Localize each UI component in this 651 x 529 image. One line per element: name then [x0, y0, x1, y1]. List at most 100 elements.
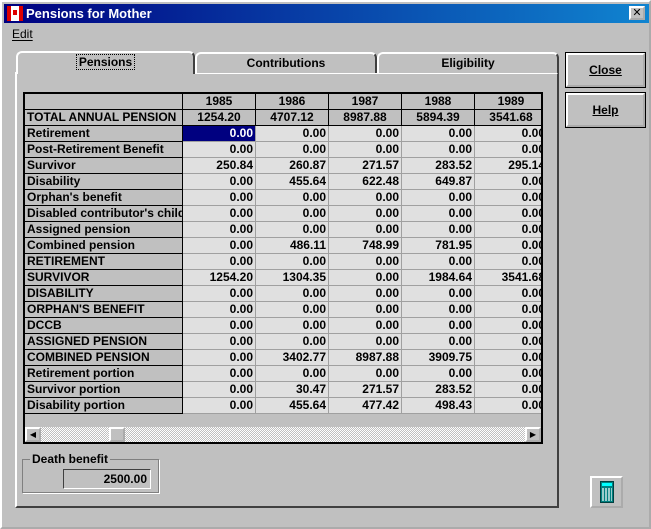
value-cell[interactable]: 0.00 — [475, 382, 541, 398]
year-header[interactable]: 1985 — [183, 94, 256, 110]
value-cell[interactable]: 0.00 — [329, 334, 402, 350]
value-cell[interactable]: 0.00 — [183, 126, 256, 142]
value-cell[interactable]: 0.00 — [183, 190, 256, 206]
value-cell[interactable]: 0.00 — [402, 126, 475, 142]
value-cell[interactable]: 0.00 — [329, 366, 402, 382]
value-cell[interactable]: 0.00 — [402, 190, 475, 206]
value-cell[interactable]: 0.00 — [402, 366, 475, 382]
value-cell[interactable]: 0.00 — [256, 334, 329, 350]
value-cell[interactable]: 1254.20 — [183, 270, 256, 286]
value-cell[interactable]: 0.00 — [329, 190, 402, 206]
value-cell[interactable]: 0.00 — [183, 350, 256, 366]
scroll-left-button[interactable]: ◀ — [25, 427, 41, 442]
value-cell[interactable]: 0.00 — [183, 318, 256, 334]
pension-grid[interactable]: ◀ ▶ 1985 1986 1987 1988 1989 TOTAL ANNUAL PEN… — [23, 92, 543, 444]
year-header[interactable]: 1988 — [402, 94, 475, 110]
value-cell[interactable]: 0.00 — [183, 174, 256, 190]
menu-edit[interactable]: Edit — [12, 27, 33, 41]
value-cell[interactable]: 3402.77 — [256, 350, 329, 366]
close-window-button[interactable]: ✕ — [629, 6, 645, 20]
value-cell[interactable]: 0.00 — [256, 286, 329, 302]
close-button[interactable]: Close — [565, 52, 646, 88]
value-cell[interactable]: 0.00 — [475, 190, 541, 206]
value-cell[interactable]: 8987.88 — [329, 350, 402, 366]
value-cell[interactable]: 0.00 — [475, 302, 541, 318]
value-cell[interactable]: 0.00 — [475, 350, 541, 366]
value-cell[interactable]: 0.00 — [475, 142, 541, 158]
value-cell[interactable]: 0.00 — [475, 398, 541, 414]
value-cell[interactable]: 0.00 — [183, 398, 256, 414]
value-cell[interactable]: 0.00 — [402, 318, 475, 334]
value-cell[interactable]: 3909.75 — [402, 350, 475, 366]
value-cell[interactable]: 0.00 — [256, 142, 329, 158]
value-cell[interactable]: 0.00 — [256, 318, 329, 334]
value-cell[interactable]: 455.64 — [256, 398, 329, 414]
tab-contributions[interactable]: Contributions — [195, 52, 377, 73]
value-cell[interactable]: 0.00 — [475, 366, 541, 382]
value-cell[interactable]: 0.00 — [183, 286, 256, 302]
value-cell[interactable]: 0.00 — [329, 142, 402, 158]
value-cell[interactable]: 0.00 — [402, 254, 475, 270]
tab-eligibility[interactable]: Eligibility — [377, 52, 559, 73]
value-cell[interactable]: 0.00 — [475, 286, 541, 302]
value-cell[interactable]: 0.00 — [475, 334, 541, 350]
scroll-thumb[interactable] — [109, 427, 125, 442]
value-cell[interactable]: 0.00 — [183, 302, 256, 318]
value-cell[interactable]: 0.00 — [256, 190, 329, 206]
value-cell[interactable]: 0.00 — [256, 206, 329, 222]
value-cell[interactable]: 1984.64 — [402, 270, 475, 286]
year-header[interactable]: 1987 — [329, 94, 402, 110]
value-cell[interactable]: 0.00 — [329, 126, 402, 142]
year-header[interactable]: 1986 — [256, 94, 329, 110]
value-cell[interactable]: 498.43 — [402, 398, 475, 414]
value-cell[interactable]: 0.00 — [402, 206, 475, 222]
value-cell[interactable]: 0.00 — [256, 126, 329, 142]
value-cell[interactable]: 0.00 — [329, 318, 402, 334]
value-cell[interactable]: 0.00 — [329, 302, 402, 318]
calculator-button[interactable] — [590, 476, 623, 508]
value-cell[interactable]: 0.00 — [402, 222, 475, 238]
value-cell[interactable]: 781.95 — [402, 238, 475, 254]
value-cell[interactable]: 0.00 — [183, 206, 256, 222]
value-cell[interactable]: 1304.35 — [256, 270, 329, 286]
value-cell[interactable]: 0.00 — [329, 286, 402, 302]
value-cell[interactable]: 271.57 — [329, 158, 402, 174]
value-cell[interactable]: 0.00 — [183, 142, 256, 158]
value-cell[interactable]: 0.00 — [329, 222, 402, 238]
value-cell[interactable]: 0.00 — [475, 206, 541, 222]
value-cell[interactable]: 0.00 — [475, 174, 541, 190]
value-cell[interactable]: 0.00 — [183, 366, 256, 382]
value-cell[interactable]: 486.11 — [256, 238, 329, 254]
value-cell[interactable]: 283.52 — [402, 158, 475, 174]
value-cell[interactable]: 260.87 — [256, 158, 329, 174]
value-cell[interactable]: 455.64 — [256, 174, 329, 190]
value-cell[interactable]: 0.00 — [475, 126, 541, 142]
value-cell[interactable]: 0.00 — [402, 334, 475, 350]
help-button[interactable]: Help — [565, 92, 646, 128]
scroll-right-button[interactable]: ▶ — [525, 427, 541, 442]
value-cell[interactable]: 477.42 — [329, 398, 402, 414]
death-benefit-field[interactable]: 2500.00 — [63, 469, 151, 489]
horizontal-scrollbar[interactable]: ◀ ▶ — [25, 427, 541, 442]
value-cell[interactable]: 0.00 — [475, 318, 541, 334]
value-cell[interactable]: 622.48 — [329, 174, 402, 190]
value-cell[interactable]: 271.57 — [329, 382, 402, 398]
value-cell[interactable]: 295.14 — [475, 158, 541, 174]
value-cell[interactable]: 0.00 — [256, 302, 329, 318]
value-cell[interactable]: 0.00 — [256, 254, 329, 270]
value-cell[interactable]: 30.47 — [256, 382, 329, 398]
value-cell[interactable]: 283.52 — [402, 382, 475, 398]
value-cell[interactable]: 0.00 — [329, 254, 402, 270]
value-cell[interactable]: 0.00 — [183, 254, 256, 270]
value-cell[interactable]: 0.00 — [329, 270, 402, 286]
value-cell[interactable]: 0.00 — [402, 302, 475, 318]
value-cell[interactable]: 0.00 — [475, 238, 541, 254]
value-cell[interactable]: 0.00 — [475, 222, 541, 238]
value-cell[interactable]: 3541.68 — [475, 270, 541, 286]
value-cell[interactable]: 0.00 — [329, 206, 402, 222]
value-cell[interactable]: 0.00 — [183, 238, 256, 254]
value-cell[interactable]: 0.00 — [183, 222, 256, 238]
value-cell[interactable]: 0.00 — [402, 286, 475, 302]
value-cell[interactable]: 0.00 — [183, 334, 256, 350]
value-cell[interactable]: 0.00 — [256, 366, 329, 382]
